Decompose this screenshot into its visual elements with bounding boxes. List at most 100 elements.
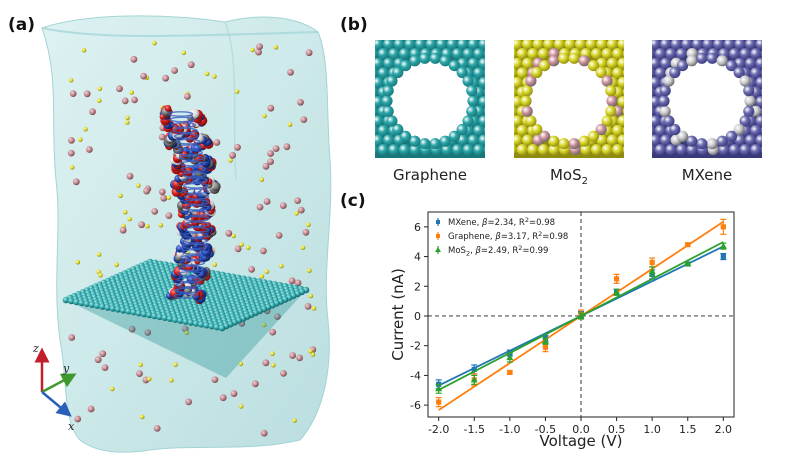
- pore-rim-atom: [744, 95, 756, 107]
- pore-rim-atom: [409, 55, 421, 67]
- pore-rim-atom: [448, 130, 460, 142]
- pore-atom: [617, 96, 624, 108]
- chloride-ion: [68, 137, 75, 144]
- potassium-ion: [264, 269, 270, 274]
- pore-rim-atom: [419, 52, 431, 64]
- pore-atom: [617, 76, 624, 88]
- carbon-atom: [78, 299, 85, 307]
- chloride-ion: [248, 266, 256, 273]
- pore-atom: [750, 144, 762, 156]
- x-tick-label: 0.0: [572, 423, 590, 436]
- pore-atom: [617, 57, 624, 69]
- carbon-atom: [187, 319, 195, 326]
- pore-rim-atom: [392, 66, 404, 79]
- pore-atom: [665, 144, 677, 156]
- pore-atom: [676, 29, 687, 40]
- pore-atom: [375, 57, 384, 69]
- carbon-atom: [73, 298, 80, 306]
- base-pair-rung: [174, 287, 200, 294]
- pore-atom: [514, 40, 523, 50]
- pore-atom: [514, 115, 523, 127]
- carbon-atom: [119, 307, 127, 314]
- chloride-ion: [171, 67, 179, 74]
- base-pair-rung: [177, 149, 204, 156]
- base-pair-rung: [173, 293, 199, 299]
- pore-atom: [755, 76, 762, 88]
- pore-atom: [457, 40, 469, 50]
- pore-atom: [622, 126, 624, 134]
- pore-atom: [375, 125, 379, 136]
- pore-atom: [580, 29, 591, 40]
- pore-atom: [681, 40, 693, 50]
- pore-atom: [654, 124, 666, 136]
- pore-atom: [467, 40, 479, 50]
- pore-atom: [559, 29, 570, 40]
- data-point: [436, 399, 442, 405]
- pore-rim-atom: [456, 66, 468, 79]
- base-pair-rung: [176, 276, 203, 283]
- chloride-ion: [89, 108, 96, 116]
- base-pair-rung: [178, 155, 205, 162]
- carbon-atom: [203, 321, 210, 329]
- potassium-ion: [308, 348, 313, 354]
- chloride-ion: [144, 329, 152, 336]
- pore-atom: [473, 124, 485, 136]
- dna-molecule: [159, 105, 221, 305]
- potassium-ion: [212, 74, 217, 79]
- pore-atom: [570, 29, 581, 40]
- pore-atom: [728, 144, 741, 156]
- pore-atom: [660, 40, 672, 50]
- pore-atom: [436, 40, 448, 50]
- pore-atom: [644, 29, 655, 40]
- pore-atom: [367, 29, 378, 40]
- base-pair-rung: [172, 127, 198, 134]
- pore-rim-atom: [558, 52, 570, 64]
- pore-atom: [601, 144, 613, 156]
- pore-atom: [652, 134, 661, 146]
- base-pair-rung: [184, 215, 210, 222]
- pore-atom: [522, 40, 534, 50]
- chloride-ion: [219, 394, 227, 402]
- pore-atom: [691, 40, 703, 50]
- pore-atom: [739, 144, 751, 156]
- pore-atom: [375, 144, 379, 155]
- chloride-ion: [229, 151, 237, 159]
- chloride-ion: [234, 143, 241, 151]
- panel-b-pores: (b) Graphene MoS2 MXene: [340, 15, 772, 187]
- pore-atom: [473, 48, 485, 60]
- pore-rim-atom: [743, 105, 755, 117]
- dna-atom: [164, 105, 172, 112]
- pore-rim-atom: [386, 75, 398, 87]
- pore-atom: [602, 29, 613, 40]
- pore-atom: [702, 40, 714, 50]
- pore-atom: [687, 29, 698, 40]
- pore-atom: [761, 29, 772, 40]
- pore-rim-atom: [462, 115, 474, 127]
- data-point: [613, 288, 621, 295]
- pore-label-mos: MoS2: [550, 166, 588, 187]
- chloride-ion: [225, 229, 233, 237]
- pore-atom: [601, 48, 613, 60]
- pore-atom: [652, 40, 661, 50]
- chloride-ion: [296, 354, 303, 362]
- pore-rim-atom: [659, 85, 671, 97]
- pore-atom: [483, 146, 485, 154]
- base-pair-rung: [184, 221, 210, 228]
- potassium-ion: [139, 414, 145, 420]
- potassium-ion: [306, 222, 311, 227]
- pore-atom: [723, 40, 735, 50]
- nanopore-opening: [667, 61, 747, 141]
- potassium-ion: [118, 193, 123, 198]
- chloride-ion: [101, 364, 109, 371]
- pore-rim-atom: [578, 135, 590, 147]
- potassium-ion: [212, 262, 217, 267]
- legend-marker: [435, 247, 441, 252]
- potassium-ion: [138, 362, 143, 368]
- chloride-ion: [67, 149, 75, 157]
- potassium-ion: [228, 158, 233, 163]
- pore-atom: [622, 146, 624, 154]
- chloride-ion: [272, 145, 280, 153]
- pore-atom: [652, 125, 656, 136]
- y-axis-title: Current (nA): [389, 268, 407, 361]
